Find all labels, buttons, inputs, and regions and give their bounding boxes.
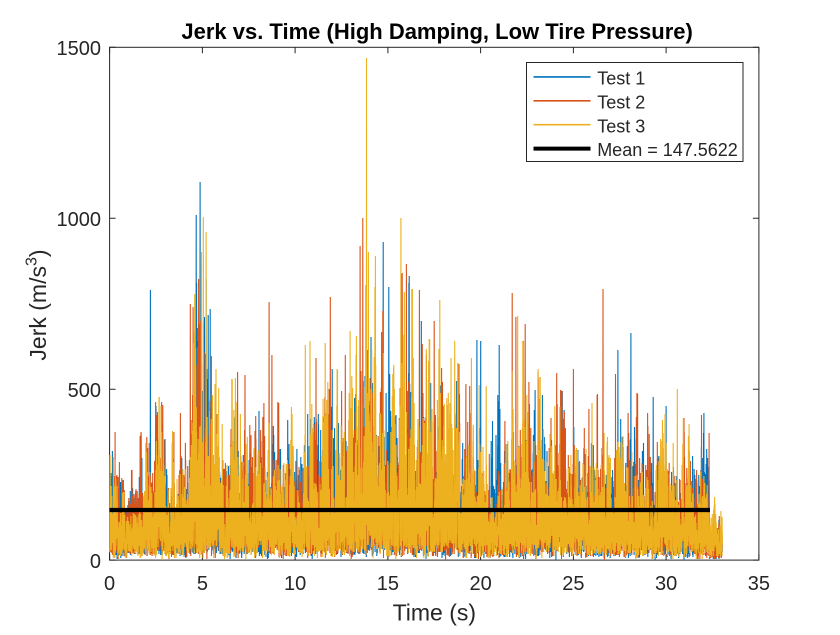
svg-text:Jerk vs. Time (High Damping, L: Jerk vs. Time (High Damping, Low Tire Pr… xyxy=(181,19,692,44)
svg-text:500: 500 xyxy=(68,380,101,402)
svg-text:Jerk (m/s3): Jerk (m/s3) xyxy=(23,249,51,360)
svg-text:20: 20 xyxy=(469,573,491,595)
svg-text:0: 0 xyxy=(104,573,115,595)
svg-text:Time (s): Time (s) xyxy=(393,599,476,625)
svg-text:25: 25 xyxy=(562,573,584,595)
svg-text:Mean = 147.5622: Mean = 147.5622 xyxy=(597,140,738,160)
svg-text:1500: 1500 xyxy=(57,38,102,60)
svg-text:Test 2: Test 2 xyxy=(597,92,645,112)
svg-text:1000: 1000 xyxy=(57,209,102,231)
svg-text:5: 5 xyxy=(197,573,208,595)
svg-text:0: 0 xyxy=(90,551,101,573)
svg-text:10: 10 xyxy=(284,573,306,595)
svg-text:Test 1: Test 1 xyxy=(597,69,645,89)
svg-text:35: 35 xyxy=(748,573,770,595)
svg-text:Test 3: Test 3 xyxy=(597,116,645,136)
svg-text:15: 15 xyxy=(377,573,399,595)
svg-text:30: 30 xyxy=(655,573,677,595)
